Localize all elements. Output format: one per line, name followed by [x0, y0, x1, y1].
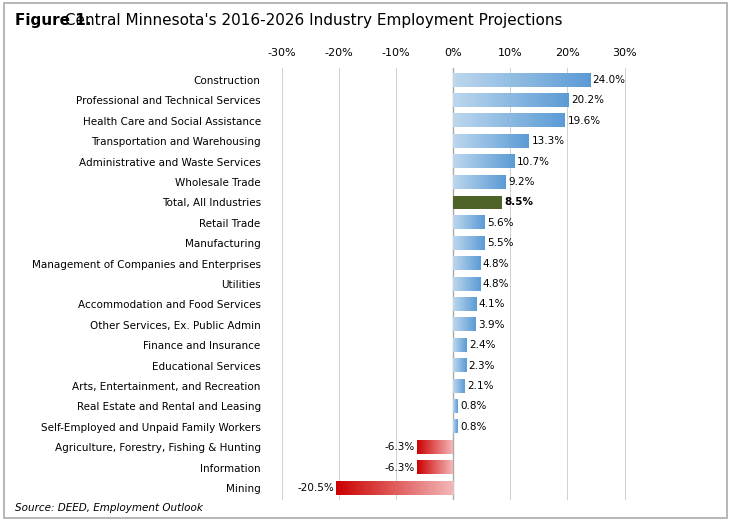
Text: 5.5%: 5.5%	[487, 238, 513, 248]
Text: 0.8%: 0.8%	[460, 421, 486, 432]
Text: 24.0%: 24.0%	[593, 75, 626, 85]
Text: 19.6%: 19.6%	[567, 116, 601, 126]
Text: 10.7%: 10.7%	[517, 156, 550, 167]
Text: 20.2%: 20.2%	[571, 95, 604, 105]
Text: 2.4%: 2.4%	[469, 340, 496, 350]
Text: -6.3%: -6.3%	[385, 442, 415, 452]
Text: 2.3%: 2.3%	[469, 361, 495, 370]
Text: -6.3%: -6.3%	[385, 463, 415, 473]
Text: Source: DEED, Employment Outlook: Source: DEED, Employment Outlook	[15, 503, 202, 513]
Text: Central Minnesota's 2016-2026 Industry Employment Projections: Central Minnesota's 2016-2026 Industry E…	[60, 13, 562, 28]
Text: 4.8%: 4.8%	[483, 279, 510, 289]
Text: 13.3%: 13.3%	[531, 136, 564, 146]
Bar	[453, 196, 501, 209]
Text: 0.8%: 0.8%	[460, 401, 486, 412]
Text: 2.1%: 2.1%	[468, 381, 494, 391]
Text: Figure 1.: Figure 1.	[15, 13, 91, 28]
Text: 4.8%: 4.8%	[483, 258, 510, 268]
Text: 3.9%: 3.9%	[478, 320, 504, 330]
Text: 5.6%: 5.6%	[488, 218, 514, 228]
Text: -20.5%: -20.5%	[297, 483, 334, 493]
Text: 9.2%: 9.2%	[508, 177, 534, 187]
Text: 8.5%: 8.5%	[504, 197, 533, 207]
Text: 4.1%: 4.1%	[479, 300, 505, 309]
